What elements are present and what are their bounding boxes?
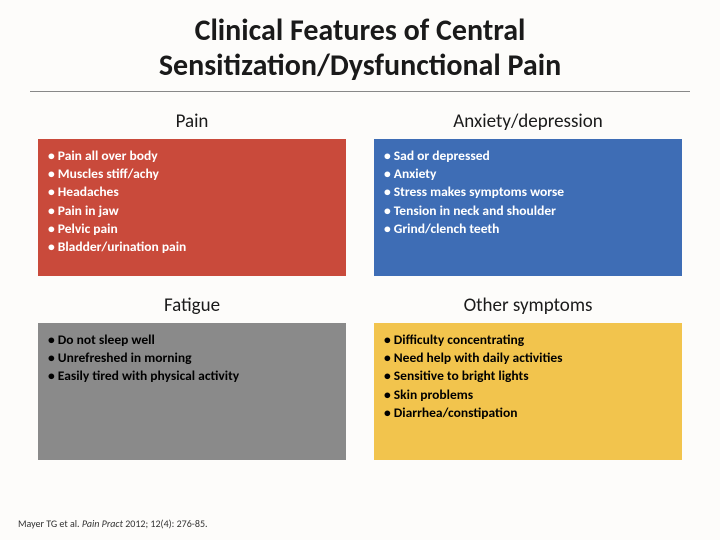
list-item: Need help with daily activities: [384, 349, 672, 367]
panel-pain: Pain Pain all over body Muscles stiff/ac…: [38, 106, 346, 276]
panel-fatigue-header: Fatigue: [38, 290, 346, 323]
panel-fatigue-body: Do not sleep well Unrefreshed in morning…: [38, 323, 346, 460]
list-item: Sensitive to bright lights: [384, 367, 672, 385]
list-item: Bladder/urination pain: [48, 238, 336, 256]
panel-other-body: Difficulty concentrating Need help with …: [374, 323, 682, 460]
panel-anxiety: Anxiety/depression Sad or depressed Anxi…: [374, 106, 682, 276]
list-item: Sad or depressed: [384, 147, 672, 165]
list-item: Pain all over body: [48, 147, 336, 165]
citation: Mayer TG et al. Pain Pract 2012; 12(4): …: [18, 517, 208, 530]
list-item: Anxiety: [384, 165, 672, 183]
list-item: Unrefreshed in morning: [48, 349, 336, 367]
panel-anxiety-body: Sad or depressed Anxiety Stress makes sy…: [374, 139, 682, 276]
citation-authors: Mayer TG et al.: [18, 517, 80, 530]
slide-title: Clinical Features of Central Sensitizati…: [30, 0, 690, 92]
list-item: Tension in neck and shoulder: [384, 202, 672, 220]
panel-other-header: Other symptoms: [374, 290, 682, 323]
panel-fatigue: Fatigue Do not sleep well Unrefreshed in…: [38, 290, 346, 460]
panel-grid: Pain Pain all over body Muscles stiff/ac…: [0, 106, 720, 460]
list-item: Stress makes symptoms worse: [384, 183, 672, 201]
citation-journal: Pain Pract: [82, 517, 123, 530]
panel-anxiety-header: Anxiety/depression: [374, 106, 682, 139]
list-item: Headaches: [48, 183, 336, 201]
panel-other: Other symptoms Difficulty concentrating …: [374, 290, 682, 460]
citation-rest: 2012; 12(4): 276-85.: [125, 517, 207, 530]
list-item: Muscles stiff/achy: [48, 165, 336, 183]
list-item: Pelvic pain: [48, 220, 336, 238]
panel-pain-body: Pain all over body Muscles stiff/achy He…: [38, 139, 346, 276]
list-item: Do not sleep well: [48, 331, 336, 349]
list-item: Skin problems: [384, 386, 672, 404]
list-item: Diarrhea/constipation: [384, 404, 672, 422]
list-item: Easily tired with physical activity: [48, 367, 336, 385]
list-item: Pain in jaw: [48, 202, 336, 220]
list-item: Grind/clench teeth: [384, 220, 672, 238]
panel-pain-header: Pain: [38, 106, 346, 139]
list-item: Difficulty concentrating: [384, 331, 672, 349]
